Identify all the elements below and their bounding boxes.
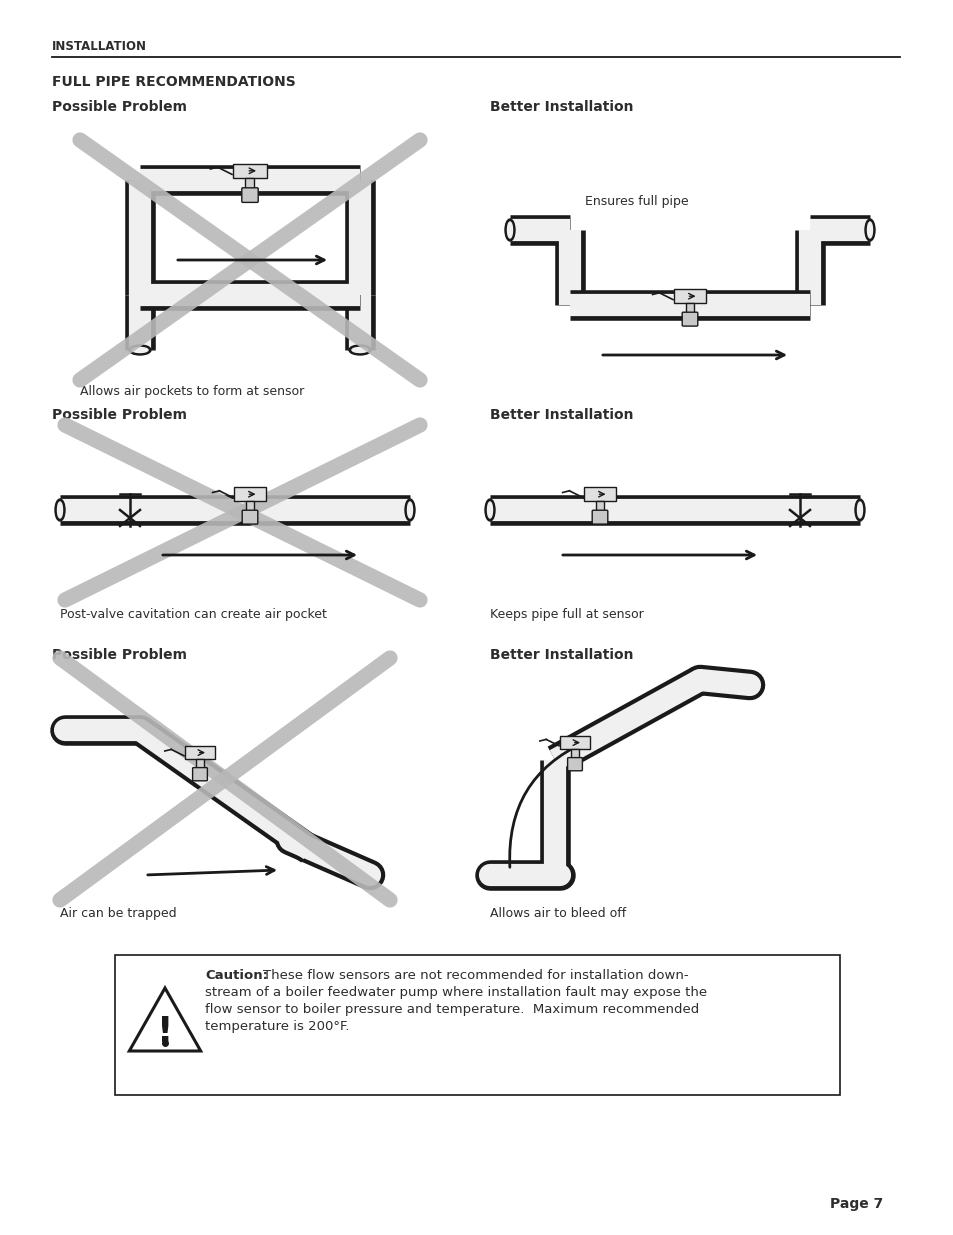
FancyBboxPatch shape	[673, 289, 705, 303]
FancyBboxPatch shape	[571, 748, 578, 758]
FancyBboxPatch shape	[681, 312, 697, 326]
FancyBboxPatch shape	[193, 768, 207, 781]
Text: Better Installation: Better Installation	[490, 408, 633, 422]
Ellipse shape	[866, 222, 872, 238]
Ellipse shape	[857, 501, 862, 517]
Text: !: !	[156, 1015, 173, 1049]
FancyBboxPatch shape	[245, 178, 254, 189]
FancyBboxPatch shape	[583, 488, 616, 501]
Ellipse shape	[405, 499, 415, 521]
FancyBboxPatch shape	[595, 501, 603, 511]
Polygon shape	[130, 988, 200, 1051]
Text: Caution:: Caution:	[205, 969, 268, 982]
FancyBboxPatch shape	[185, 746, 215, 760]
Text: Post-valve cavitation can create air pocket: Post-valve cavitation can create air poc…	[60, 608, 327, 621]
FancyBboxPatch shape	[241, 188, 258, 203]
Text: flow sensor to boiler pressure and temperature.  Maximum recommended: flow sensor to boiler pressure and tempe…	[205, 1003, 699, 1016]
Ellipse shape	[484, 499, 495, 521]
Ellipse shape	[55, 499, 65, 521]
Text: Ensures full pipe: Ensures full pipe	[584, 195, 688, 207]
FancyBboxPatch shape	[233, 488, 266, 501]
Text: Possible Problem: Possible Problem	[52, 408, 187, 422]
Text: Better Installation: Better Installation	[490, 648, 633, 662]
FancyArrowPatch shape	[509, 742, 584, 867]
Ellipse shape	[129, 345, 151, 354]
Text: Possible Problem: Possible Problem	[52, 648, 187, 662]
Text: These flow sensors are not recommended for installation down-: These flow sensors are not recommended f…	[263, 969, 688, 982]
Ellipse shape	[507, 222, 512, 238]
Ellipse shape	[487, 501, 492, 517]
Text: FULL PIPE RECOMMENDATIONS: FULL PIPE RECOMMENDATIONS	[52, 75, 295, 89]
Text: Better Installation: Better Installation	[490, 100, 633, 114]
Text: Possible Problem: Possible Problem	[52, 100, 187, 114]
FancyBboxPatch shape	[246, 501, 254, 511]
Ellipse shape	[132, 347, 148, 352]
Text: Page 7: Page 7	[829, 1197, 882, 1212]
Text: stream of a boiler feedwater pump where installation fault may expose the: stream of a boiler feedwater pump where …	[205, 986, 706, 999]
Text: Allows air pockets to form at sensor: Allows air pockets to form at sensor	[80, 385, 304, 398]
FancyBboxPatch shape	[592, 510, 607, 524]
Text: Keeps pipe full at sensor: Keeps pipe full at sensor	[490, 608, 643, 621]
FancyBboxPatch shape	[195, 760, 204, 768]
Bar	[115, 955, 840, 1095]
Ellipse shape	[504, 219, 515, 241]
Text: Air can be trapped: Air can be trapped	[60, 906, 176, 920]
FancyBboxPatch shape	[567, 757, 581, 771]
Ellipse shape	[352, 347, 368, 352]
FancyBboxPatch shape	[685, 303, 694, 314]
Text: INSTALLATION: INSTALLATION	[52, 40, 147, 53]
Ellipse shape	[854, 499, 864, 521]
Ellipse shape	[349, 345, 371, 354]
Ellipse shape	[407, 501, 412, 517]
FancyBboxPatch shape	[233, 163, 267, 178]
Ellipse shape	[57, 501, 63, 517]
FancyBboxPatch shape	[242, 510, 257, 524]
Ellipse shape	[864, 219, 874, 241]
Text: Allows air to bleed off: Allows air to bleed off	[490, 906, 625, 920]
FancyBboxPatch shape	[559, 736, 590, 748]
Text: temperature is 200°F.: temperature is 200°F.	[205, 1020, 349, 1032]
